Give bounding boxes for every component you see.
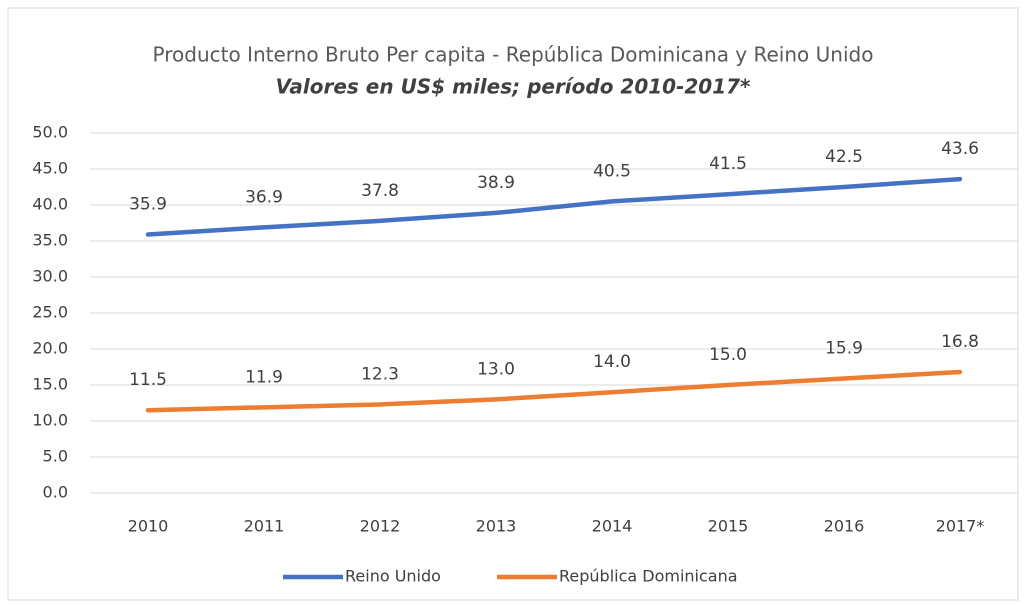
data-label: 36.9 xyxy=(245,187,283,207)
x-tick-label: 2017* xyxy=(936,517,985,536)
y-tick-label: 10.0 xyxy=(32,411,68,430)
y-tick-label: 30.0 xyxy=(32,267,68,286)
x-tick-label: 2014 xyxy=(592,517,633,536)
x-tick-label: 2012 xyxy=(360,517,401,536)
data-label: 35.9 xyxy=(129,195,167,215)
chart-title: Producto Interno Bruto Per capita - Repú… xyxy=(153,43,874,67)
x-tick-label: 2010 xyxy=(128,517,169,536)
data-label: 11.5 xyxy=(129,370,167,390)
y-tick-label: 0.0 xyxy=(43,483,68,502)
chart-border xyxy=(7,7,1019,601)
y-tick-label: 15.0 xyxy=(32,375,68,394)
series-line xyxy=(145,176,963,237)
x-tick-label: 2013 xyxy=(476,517,517,536)
data-label: 15.9 xyxy=(825,339,863,359)
x-tick-label: 2011 xyxy=(244,517,285,536)
legend-label: República Dominicana xyxy=(559,567,738,586)
y-tick-label: 45.0 xyxy=(32,159,68,178)
x-tick-label: 2016 xyxy=(824,517,865,536)
data-label: 15.0 xyxy=(709,345,747,365)
data-label: 37.8 xyxy=(361,181,399,201)
data-label: 12.3 xyxy=(361,364,399,384)
data-label: 41.5 xyxy=(709,154,747,174)
data-label: 43.6 xyxy=(941,139,979,159)
data-label: 11.9 xyxy=(245,367,283,387)
data-label: 14.0 xyxy=(593,352,631,372)
data-label: 40.5 xyxy=(593,161,631,181)
x-tick-label: 2015 xyxy=(708,517,749,536)
y-tick-label: 50.0 xyxy=(32,123,68,142)
y-tick-label: 35.0 xyxy=(32,231,68,250)
chart-subtitle: Valores en US$ miles; período 2010-2017* xyxy=(275,75,751,99)
data-label: 16.8 xyxy=(941,332,979,352)
y-tick-label: 40.0 xyxy=(32,195,68,214)
legend-label: Reino Unido xyxy=(345,567,441,586)
y-tick-label: 25.0 xyxy=(32,303,68,322)
series-line xyxy=(145,369,963,413)
data-label: 13.0 xyxy=(477,359,515,379)
y-tick-label: 20.0 xyxy=(32,339,68,358)
data-label: 42.5 xyxy=(825,147,863,167)
data-label: 38.9 xyxy=(477,173,515,193)
y-tick-label: 5.0 xyxy=(43,447,68,466)
